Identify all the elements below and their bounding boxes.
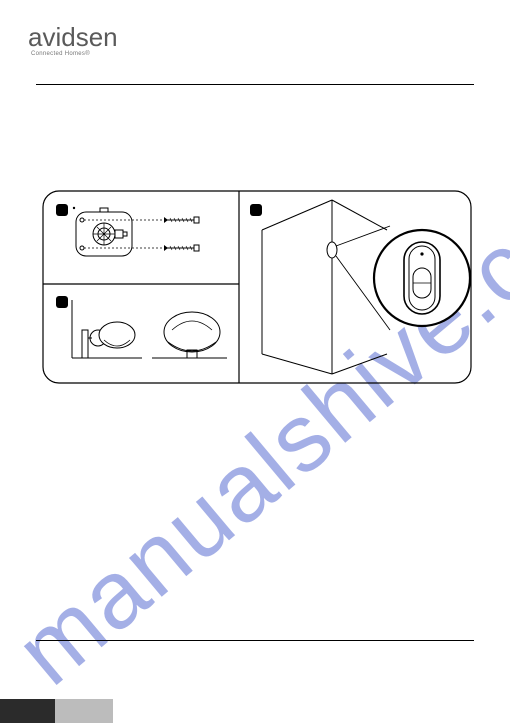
footer-page-tab-dark	[0, 699, 55, 723]
footer-page-tab-light	[55, 699, 113, 723]
page: manualshive.com avidsen Connected Homes®	[0, 0, 510, 723]
rule-bottom	[36, 640, 474, 641]
brand-logo: avidsen Connected Homes®	[28, 22, 118, 57]
brand-name: avidsen	[28, 22, 118, 53]
panel-2	[72, 300, 227, 358]
installation-diagram	[42, 190, 472, 384]
rule-top	[36, 84, 474, 85]
panel-1	[73, 207, 199, 256]
panel-3	[262, 200, 470, 374]
diagram-svg	[42, 190, 472, 384]
